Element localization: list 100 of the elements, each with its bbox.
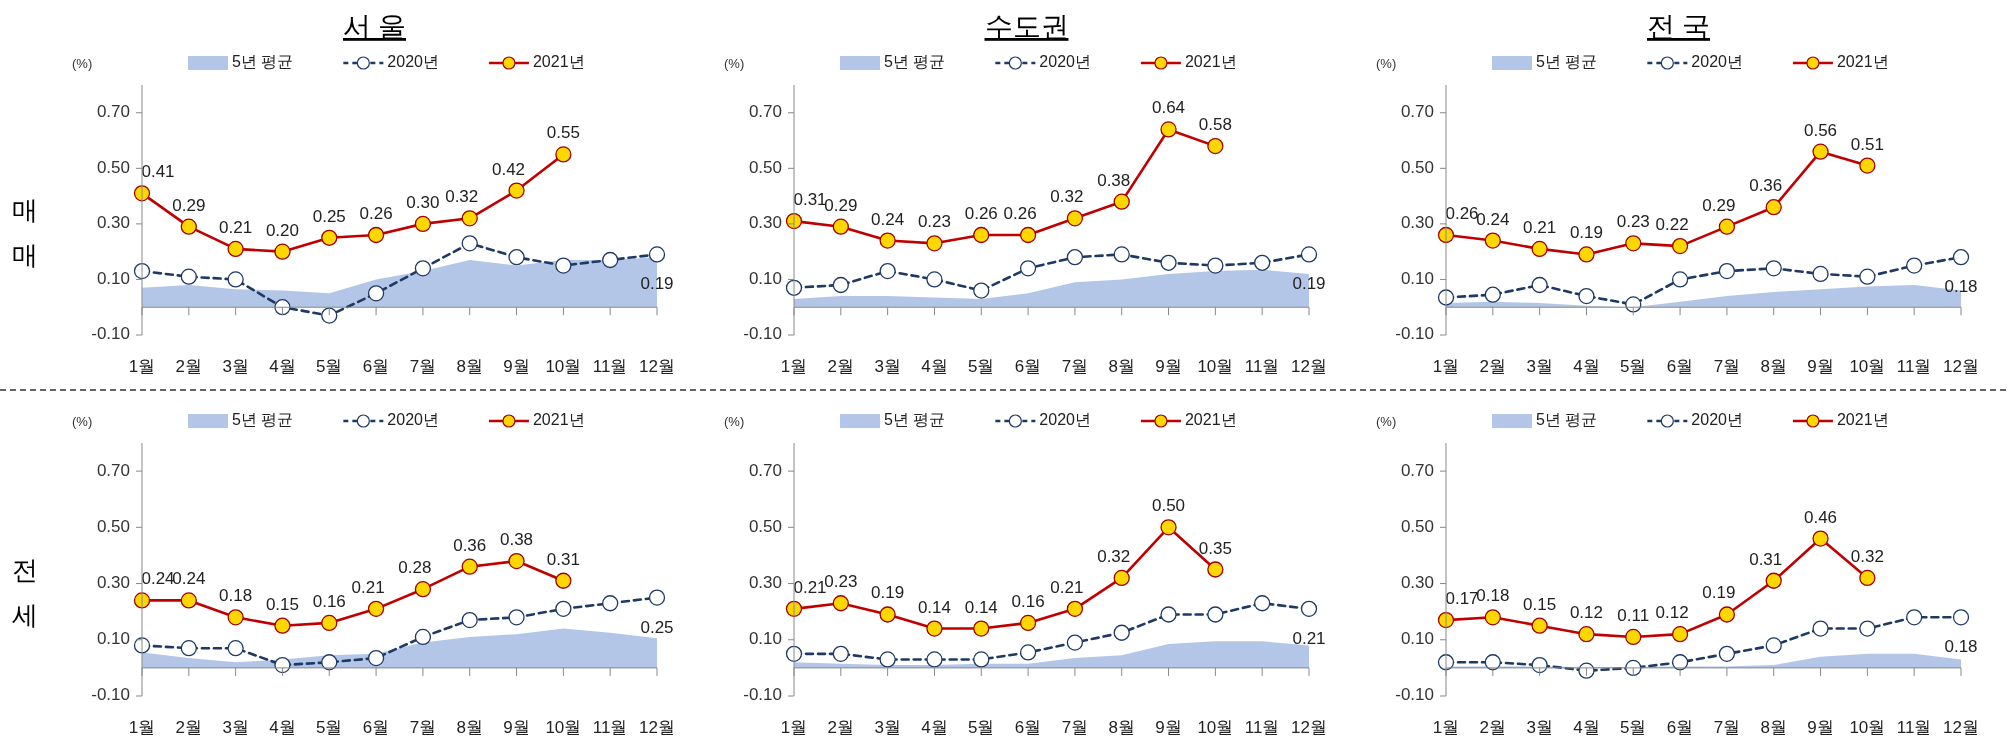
text: (%) [1376,56,1397,71]
point [1718,262,1736,280]
data-label: 0.38 [1097,170,1131,190]
point [414,628,432,646]
point [1207,561,1224,578]
x-tick-label: 4월 [1573,357,1600,376]
data-label: 0.15 [265,594,299,614]
point [879,262,896,280]
point [555,257,572,274]
point [321,229,338,246]
point [1113,193,1130,210]
y-axis-title: 전세 [12,555,38,630]
data-label: 0.29 [1702,195,1736,215]
x-tick-label: 10월 [1197,718,1234,737]
x-tick-label: 10월 [545,357,582,376]
point [508,249,525,266]
data-label: 0.23 [824,572,858,592]
data-label: 0.31 [1749,549,1783,569]
chart-title: 수도권 [984,11,1069,42]
data-label: 0.58 [1198,115,1232,135]
x-tick-label: 5월 [968,357,995,376]
x-tick-label: 4월 [921,718,948,737]
point [180,218,197,235]
data-label: 0.23 [917,212,951,232]
x-tick-label: 3월 [222,718,249,737]
text: (%) [72,56,93,71]
data-label: 0.36 [1749,176,1783,196]
point [1019,614,1037,632]
point [1718,606,1736,623]
data-label: 0.18 [219,586,253,606]
x-tick-label: 9월 [1155,718,1182,737]
data-label: 0.19 [871,583,905,603]
y-tick-label: -0.10 [743,685,782,705]
data-label: 0.21 [1523,217,1557,237]
point [1019,260,1037,277]
data-label: 0.41 [141,162,175,182]
point [414,215,432,233]
x-tick-label: 2월 [175,357,203,376]
point [1113,569,1130,587]
x-tick-label: 6월 [1666,718,1694,737]
data-label: 0.64 [1152,98,1186,118]
point [1718,645,1736,662]
x-tick-label: 7월 [1713,718,1741,737]
point [1531,240,1548,258]
x-tick-label: 9월 [1807,718,1834,737]
point [461,558,478,575]
point [832,218,849,235]
data-label: 0.25 [312,206,346,226]
x-tick-label: 7월 [1061,718,1089,737]
point [1160,606,1177,623]
text: (%) [724,414,745,429]
point [367,649,385,667]
x-tick-label: 3월 [874,718,901,737]
point [1625,628,1642,646]
point [555,600,572,618]
legend-label: 2021년 [1184,53,1237,71]
data-label: 0.20 [265,220,299,240]
y-tick-label: 0.50 [1400,516,1434,536]
point [1113,246,1130,263]
point [1906,257,1923,274]
y-tick-label: 0.30 [748,213,782,233]
y-tick-label: 0.70 [96,102,130,122]
y-tick-label: 0.70 [748,102,782,122]
y-tick-label: 0.50 [1400,157,1434,177]
y-tick-label: 0.30 [1400,573,1434,593]
point [274,617,291,634]
legend-label: 2020년 [387,411,439,429]
y-tick-label: 0.50 [748,157,782,177]
data-label: 0.24 [172,569,206,589]
point [274,243,291,260]
point [1906,609,1923,626]
data-label: 0.30 [406,192,440,212]
point [1625,235,1642,252]
point [1066,249,1084,266]
point [602,251,619,269]
x-tick-label: 1월 [1432,718,1460,737]
x-tick-label: 8월 [456,357,483,376]
point [555,572,572,589]
x-tick-label: 6월 [1014,357,1042,376]
x-tick-label: 10월 [1849,718,1886,737]
point [1952,609,1970,626]
point [1765,637,1782,654]
x-tick-label: 11월 [1244,357,1280,376]
x-tick-label: 11월 [1896,357,1932,376]
point [1066,634,1084,651]
point [1859,569,1876,587]
point [1019,644,1037,661]
point [227,640,244,657]
point [1671,271,1689,288]
x-tick-label: 4월 [921,357,948,376]
data-label: 0.32 [1850,546,1884,566]
data-label: 0.22 [1655,215,1689,235]
point [1765,260,1782,277]
point [1113,624,1130,641]
y-tick-label: 0.50 [748,516,782,536]
x-tick-label: 12월 [1943,357,1979,376]
data-label: 0.25 [640,617,674,637]
chart-title: 서 울 [343,11,406,42]
x-tick-label: 5월 [1620,718,1647,737]
point [227,240,244,258]
